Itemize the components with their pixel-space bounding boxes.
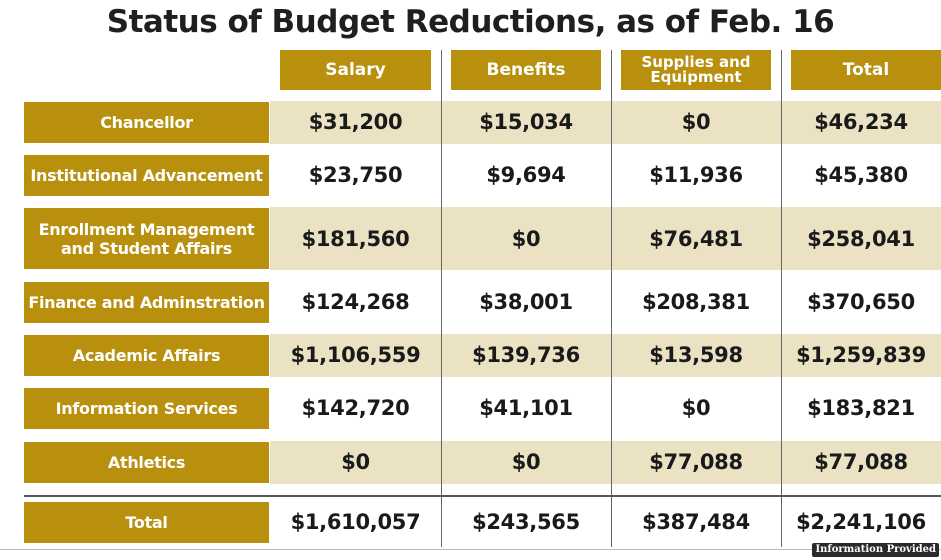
- cell-academic-affairs-benefits: $139,736: [472, 343, 580, 367]
- cell-finance-salary: $124,268: [301, 290, 410, 314]
- cell-academic-affairs-salary: $1,106,559: [290, 343, 421, 367]
- cell-enrollment-benefits: $0: [511, 227, 541, 251]
- bottom-rule: [0, 549, 941, 550]
- cell-chancellor-total: $46,234: [814, 110, 908, 134]
- row-label-institutional-advancement: Institutional Advancement: [24, 155, 269, 196]
- cell-total-supplies: $387,484: [642, 510, 750, 534]
- row-band-chancellor: [270, 101, 941, 144]
- row-label-chancellor: Chancellor: [24, 102, 269, 143]
- column-divider-1: [441, 50, 442, 547]
- cell-academic-affairs-total: $1,259,839: [796, 343, 926, 367]
- cell-finance-total: $370,650: [807, 290, 915, 314]
- row-label-total: Total: [24, 502, 269, 543]
- cell-enrollment-total: $258,041: [807, 227, 915, 251]
- cell-information-services-supplies: $0: [681, 396, 711, 420]
- source-credit: Information Provided: [812, 543, 939, 557]
- cell-academic-affairs-supplies: $13,598: [649, 343, 743, 367]
- row-label-enrollment-management: Enrollment Management and Student Affair…: [24, 208, 269, 269]
- cell-institutional-advancement-salary: $23,750: [308, 163, 403, 187]
- row-label-enrollment-line-1: Enrollment Management: [38, 219, 255, 239]
- chart-title: Status of Budget Reductions, as of Feb. …: [106, 4, 835, 40]
- cell-athletics-benefits: $0: [511, 450, 541, 474]
- cell-chancellor-salary: $31,200: [308, 110, 403, 134]
- cell-information-services-salary: $142,720: [301, 396, 410, 420]
- row-label-finance-and-administration: Finance and Adminstration: [24, 282, 269, 323]
- row-label-information-services: Information Services: [24, 388, 269, 429]
- row-band-athletics: [270, 441, 941, 484]
- total-separator-rule: [24, 495, 941, 497]
- column-header-salary: Salary: [280, 50, 431, 90]
- column-header-total: Total: [791, 50, 941, 90]
- cell-total-total: $2,241,106: [796, 510, 926, 534]
- cell-institutional-advancement-total: $45,380: [814, 163, 908, 187]
- cell-enrollment-salary: $181,560: [301, 227, 410, 251]
- cell-athletics-supplies: $77,088: [649, 450, 743, 474]
- cell-institutional-advancement-benefits: $9,694: [486, 163, 566, 187]
- column-header-benefits: Benefits: [451, 50, 601, 90]
- cell-athletics-total: $77,088: [814, 450, 908, 474]
- row-label-athletics: Athletics: [24, 442, 269, 483]
- cell-finance-benefits: $38,001: [479, 290, 573, 314]
- cell-athletics-salary: $0: [341, 450, 370, 474]
- cell-information-services-benefits: $41,101: [479, 396, 573, 420]
- row-band-enrollment: [270, 207, 941, 270]
- cell-finance-supplies: $208,381: [642, 290, 750, 314]
- cell-chancellor-benefits: $15,034: [479, 110, 573, 134]
- column-header-supplies-and-equipment: Supplies and Equipment: [621, 50, 771, 90]
- column-divider-2: [611, 50, 612, 547]
- cell-institutional-advancement-supplies: $11,936: [649, 163, 743, 187]
- cell-total-benefits: $243,565: [472, 510, 580, 534]
- column-header-supplies-line-2: Equipment: [650, 68, 742, 86]
- cell-total-salary: $1,610,057: [290, 510, 421, 534]
- row-label-enrollment-line-2: and Student Affairs: [61, 238, 232, 258]
- row-band-academic-affairs: [270, 334, 941, 377]
- cell-information-services-total: $183,821: [807, 396, 915, 420]
- cell-enrollment-supplies: $76,481: [649, 227, 743, 251]
- row-label-academic-affairs: Academic Affairs: [24, 335, 269, 376]
- column-header-supplies-line-1: Supplies and: [641, 53, 751, 71]
- column-divider-3: [781, 50, 782, 547]
- cell-chancellor-supplies: $0: [681, 110, 711, 134]
